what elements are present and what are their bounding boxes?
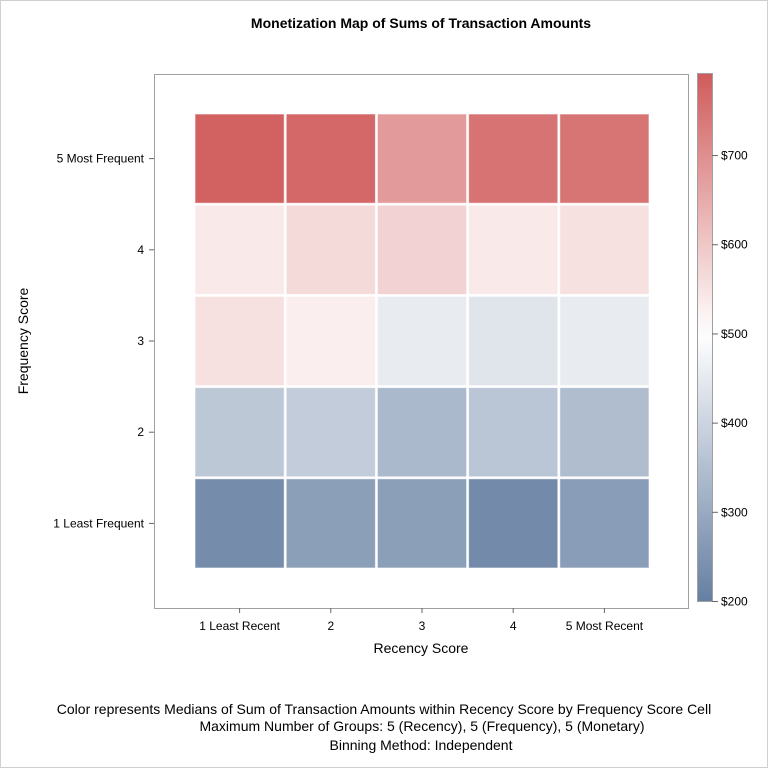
heatmap-cell-r5-f1 xyxy=(559,478,650,569)
footnote-1: Color represents Medians of Sum of Trans… xyxy=(57,701,711,717)
heatmap-cell-r4-f1 xyxy=(468,478,559,569)
heatmap-cell-r2-f1 xyxy=(285,478,376,569)
x-axis-label: Recency Score xyxy=(374,640,469,656)
colorbar-tick-label: $600 xyxy=(721,238,748,252)
x-tick-label: 4 xyxy=(510,619,517,633)
heatmap-cell-r4-f2 xyxy=(468,387,559,478)
y-tick-label: 1 Least Frequent xyxy=(53,516,144,530)
heatmap-cell-r5-f5 xyxy=(559,113,650,204)
heatmap-cell-r3-f2 xyxy=(376,387,468,478)
heatmap-cell-r4-f5 xyxy=(468,113,559,204)
y-tick-label: 4 xyxy=(137,243,144,257)
heatmap-cell-r1-f4 xyxy=(194,204,285,295)
footnote-2: Maximum Number of Groups: 5 (Recency), 5… xyxy=(199,718,644,734)
heatmap-cell-r4-f3 xyxy=(468,295,559,387)
x-tick-label: 1 Least Recent xyxy=(199,619,280,633)
heatmap-cell-r3-f5 xyxy=(376,113,468,204)
heatmap-cell-r1-f1 xyxy=(194,478,285,569)
x-tick-label: 3 xyxy=(419,619,426,633)
colorbar-tick-label: $300 xyxy=(721,505,748,519)
colorbar-tick-label: $700 xyxy=(721,149,748,163)
colorbar xyxy=(697,73,713,602)
heatmap-cell-r2-f4 xyxy=(285,204,376,295)
heatmap-cell-r3-f4 xyxy=(376,204,468,295)
heatmap-cell-r5-f2 xyxy=(559,387,650,478)
y-tick-label: 3 xyxy=(137,334,144,348)
y-tick-label: 5 Most Frequent xyxy=(57,152,145,166)
heatmap-cell-r5-f3 xyxy=(559,295,650,387)
heatmap-cell-r3-f1 xyxy=(376,478,468,569)
heatmap-cell-r1-f2 xyxy=(194,387,285,478)
colorbar-tick-label: $500 xyxy=(721,327,748,341)
y-axis-label: Frequency Score xyxy=(15,287,31,394)
x-tick-label: 5 Most Recent xyxy=(566,619,644,633)
heatmap-cell-r2-f2 xyxy=(285,387,376,478)
heatmap-cell-r4-f4 xyxy=(468,204,559,295)
x-tick-label: 2 xyxy=(327,619,334,633)
heatmap-cell-r1-f3 xyxy=(194,295,285,387)
heatmap-cell-r5-f4 xyxy=(559,204,650,295)
colorbar-tick-label: $200 xyxy=(721,595,748,609)
y-tick-label: 2 xyxy=(137,425,144,439)
chart-title: Monetization Map of Sums of Transaction … xyxy=(251,15,591,31)
colorbar-tick-label: $400 xyxy=(721,416,748,430)
heatmap-cell-r3-f3 xyxy=(376,295,468,387)
footnote-3: Binning Method: Independent xyxy=(330,737,513,753)
heatmap-cell-r2-f5 xyxy=(285,113,376,204)
heatmap-cell-r2-f3 xyxy=(285,295,376,387)
heatmap-cell-r1-f5 xyxy=(194,113,285,204)
